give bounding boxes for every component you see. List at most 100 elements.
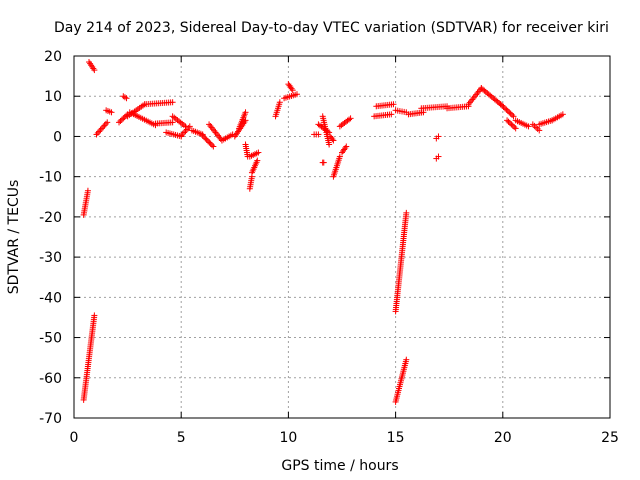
data-point (169, 119, 176, 126)
data-point (326, 141, 333, 148)
data-point (293, 91, 300, 98)
data-point (200, 133, 207, 140)
data-point (205, 138, 211, 145)
y-tick-label: -40 (39, 290, 62, 306)
data-point (199, 132, 206, 139)
data-point (315, 131, 322, 138)
data-point (121, 114, 128, 121)
data-point (276, 99, 283, 106)
y-tick-label: 20 (44, 49, 62, 65)
data-point (329, 136, 336, 143)
y-tick-label: -20 (39, 210, 62, 226)
data-point (506, 109, 513, 116)
data-point (347, 115, 354, 122)
data-point (336, 153, 343, 160)
data-point (497, 101, 504, 108)
data-point (536, 127, 543, 134)
data-point (120, 115, 127, 122)
data-point (504, 107, 511, 114)
x-axis-label: GPS time / hours (281, 458, 398, 474)
data-point (183, 126, 190, 133)
data-point (182, 128, 189, 135)
data-point (102, 120, 109, 127)
data-point (210, 143, 217, 150)
data-point (91, 67, 98, 74)
y-tick-label: 10 (44, 89, 62, 105)
data-point (504, 117, 511, 124)
data-point (525, 123, 532, 130)
data-point (506, 120, 513, 127)
data-point (500, 103, 507, 110)
data-point (320, 159, 327, 166)
data-point (509, 111, 516, 118)
y-tick-label: 0 (53, 129, 62, 145)
y-tick-label: -10 (39, 170, 62, 186)
data-point (501, 105, 508, 112)
data-point (435, 153, 442, 160)
data-point (209, 142, 216, 149)
data-point (116, 119, 123, 126)
data-point (512, 125, 519, 132)
data-point (390, 101, 397, 108)
data-point (330, 137, 337, 144)
data-point (496, 100, 503, 107)
data-point (403, 209, 410, 216)
data-point (118, 116, 125, 123)
data-point (123, 95, 130, 102)
x-tick-label: 25 (601, 430, 619, 446)
data-point (203, 136, 210, 143)
data-point (289, 87, 296, 94)
data-point (507, 110, 514, 117)
y-tick-label: -50 (39, 331, 62, 347)
y-tick-label: -60 (39, 371, 62, 387)
data-point (117, 118, 124, 125)
data-point (503, 106, 510, 113)
axis-ticks: 0 5 10 15 20 25 -70 -60 -50 -40 -30 -20 -10 0 10 20 (39, 49, 619, 446)
data-point (508, 121, 515, 128)
y-tick-label: -70 (39, 411, 62, 427)
data-point (96, 128, 103, 135)
data-point (509, 122, 516, 129)
data-point (435, 133, 442, 140)
data-point (242, 109, 249, 116)
chart-title: Day 214 of 2023, Sidereal Day-to-day VTE… (54, 20, 609, 36)
data-point (101, 122, 108, 129)
x-tick-label: 0 (70, 430, 79, 446)
data-point (100, 123, 107, 130)
data-point (123, 112, 130, 119)
data-point (254, 157, 261, 164)
x-tick-label: 20 (494, 430, 512, 446)
data-point (505, 118, 512, 125)
y-tick-label: -30 (39, 250, 62, 266)
data-point (343, 143, 350, 150)
data-point (104, 119, 111, 126)
data-point (202, 135, 209, 142)
data-points (80, 59, 566, 405)
data-point (559, 111, 566, 118)
data-point (206, 139, 213, 146)
data-point (181, 129, 188, 136)
data-point (499, 102, 506, 109)
data-point (248, 173, 255, 180)
grid-lines (74, 56, 610, 418)
data-point (510, 113, 517, 120)
y-axis-label: SDTVAR / TECUs (6, 180, 22, 295)
data-point (186, 123, 193, 130)
data-point (97, 126, 104, 133)
data-point (84, 187, 91, 194)
data-point (403, 356, 410, 363)
data-point (511, 124, 518, 131)
x-tick-label: 5 (177, 430, 186, 446)
data-point (91, 312, 98, 319)
data-point (108, 109, 115, 116)
data-point (94, 129, 101, 136)
plot-frame (73, 55, 611, 419)
x-tick-label: 10 (279, 430, 297, 446)
data-point (255, 149, 262, 156)
data-point (169, 99, 176, 106)
data-point (98, 125, 105, 132)
data-point (388, 111, 395, 118)
data-point (207, 140, 214, 147)
x-tick-label: 15 (387, 430, 405, 446)
